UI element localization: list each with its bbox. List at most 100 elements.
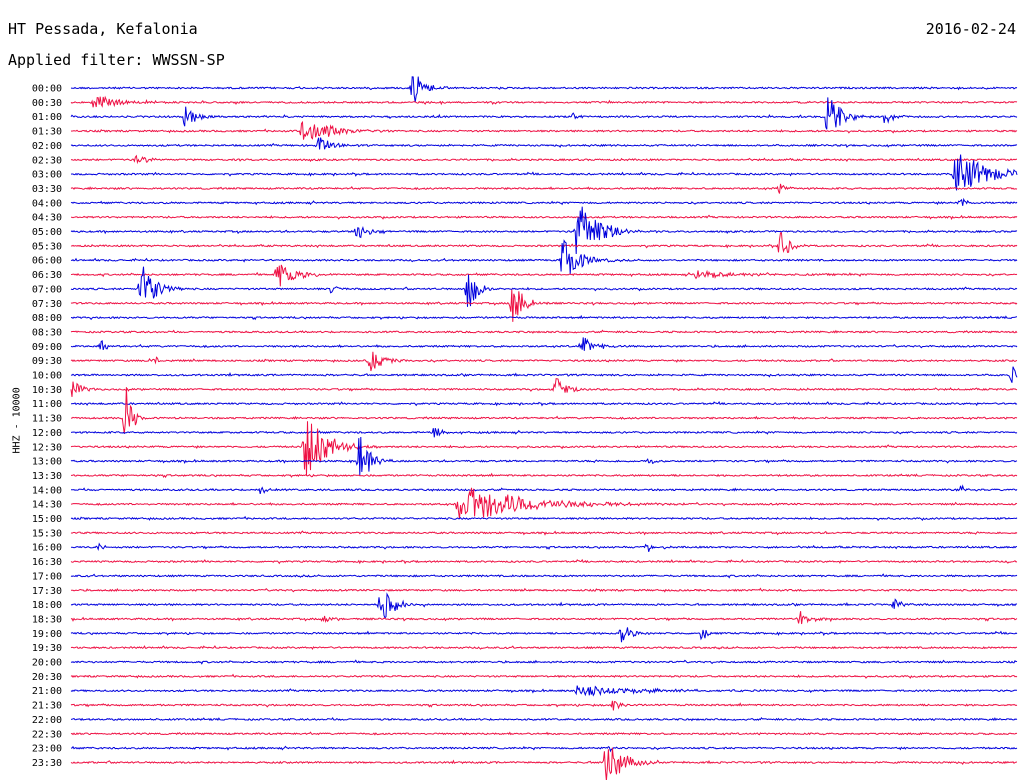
time-tick-label: 12:30 [32, 442, 62, 453]
time-tick-label: 13:30 [32, 471, 62, 482]
time-tick-label: 19:00 [32, 629, 62, 640]
trace-row [70, 137, 1018, 150]
time-tick-label: 08:00 [32, 313, 62, 324]
time-tick-label: 05:30 [32, 241, 62, 252]
trace-row [70, 232, 1018, 253]
time-tick-label: 10:00 [32, 371, 62, 382]
trace-row [70, 542, 1017, 552]
trace-row [70, 515, 1018, 522]
time-tick-label: 07:00 [32, 284, 62, 295]
time-tick-label: 04:30 [32, 213, 62, 224]
time-tick-label: 03:00 [32, 170, 62, 181]
time-tick-label: 06:30 [32, 270, 62, 281]
trace-row [70, 289, 1018, 322]
time-tick-label: 17:00 [32, 571, 62, 582]
time-tick-label: 01:00 [32, 112, 62, 123]
time-tick-label: 00:30 [32, 98, 62, 109]
trace-row [70, 329, 1018, 334]
trace-row [71, 214, 1018, 221]
time-tick-label: 14:30 [32, 500, 62, 511]
time-tick-label: 11:00 [32, 399, 62, 410]
time-tick-label: 21:30 [32, 701, 62, 712]
time-tick-label: 09:30 [32, 356, 62, 367]
trace-row [70, 436, 1018, 476]
time-tick-label: 12:00 [32, 428, 62, 439]
time-tick-label: 00:00 [32, 84, 62, 95]
time-tick-label: 16:00 [32, 543, 62, 554]
trace-row [70, 264, 1018, 287]
time-tick-label: 04:00 [32, 198, 62, 209]
time-tick-label: 10:30 [32, 385, 62, 396]
time-tick-label: 14:00 [32, 485, 62, 496]
trace-row [70, 611, 1018, 625]
trace-row [70, 716, 1018, 722]
trace-row [70, 97, 1018, 130]
time-tick-label: 15:30 [32, 528, 62, 539]
time-tick-label: 21:00 [32, 686, 62, 697]
trace-row [70, 120, 1018, 140]
time-tick-label: 02:00 [32, 141, 62, 152]
trace-row [70, 428, 1018, 438]
trace-row [71, 387, 1018, 434]
time-tick-label: 05:00 [32, 227, 62, 238]
trace-row [70, 627, 1018, 643]
trace-row [70, 266, 1018, 307]
trace-row [70, 76, 1018, 103]
trace-row [70, 558, 1018, 565]
station-title: HT Pessada, Kefalonia [8, 20, 198, 38]
trace-row [70, 700, 1018, 711]
trace-row [70, 421, 1018, 476]
date-label: 2016-02-24 [925, 20, 1016, 38]
time-tick-label: 17:30 [32, 586, 62, 597]
time-tick-label: 20:00 [32, 658, 62, 669]
trace-row [70, 378, 1018, 397]
time-tick-label: 06:00 [32, 256, 62, 267]
time-tick-label: 16:30 [32, 557, 62, 568]
time-tick-label: 23:30 [32, 758, 62, 769]
time-tick-label: 22:30 [32, 729, 62, 740]
trace-row [70, 530, 1018, 536]
trace-row [70, 351, 1018, 372]
trace-row [70, 197, 1018, 206]
time-tick-label: 22:00 [32, 715, 62, 726]
time-tick-label: 23:00 [32, 744, 62, 755]
trace-row [70, 206, 1018, 255]
time-tick-label: 03:30 [32, 184, 62, 195]
trace-row [71, 484, 1018, 495]
filter-label: Applied filter: WWSSN-SP [8, 51, 225, 69]
trace-row [70, 314, 1018, 321]
trace-row [70, 745, 1018, 753]
trace-row [70, 592, 1018, 619]
time-tick-label: 02:30 [32, 155, 62, 166]
trace-row [70, 747, 1018, 780]
trace-row [71, 472, 1018, 479]
time-tick-label: 13:00 [32, 457, 62, 468]
trace-row [70, 587, 1018, 593]
trace-row [70, 645, 1018, 651]
trace-row [70, 573, 1018, 579]
time-tick-label: 18:30 [32, 614, 62, 625]
trace-row [70, 659, 1018, 665]
trace-row [70, 366, 1018, 383]
trace-row [70, 731, 1018, 736]
trace-row [70, 400, 1018, 407]
time-tick-label: 07:30 [32, 299, 62, 310]
trace-row [70, 487, 1018, 519]
trace-row [70, 154, 1017, 165]
time-tick-label: 15:00 [32, 514, 62, 525]
trace-row [70, 95, 1018, 108]
trace-row [70, 337, 1018, 351]
trace-row [70, 183, 1018, 194]
trace-row [70, 239, 1018, 275]
time-tick-label: 08:30 [32, 327, 62, 338]
trace-row [70, 154, 1018, 191]
time-tick-label: 18:00 [32, 600, 62, 611]
time-tick-label: 19:30 [32, 643, 62, 654]
time-tick-label: 20:30 [32, 672, 62, 683]
time-tick-label: 09:00 [32, 342, 62, 353]
time-tick-label: 01:30 [32, 127, 62, 138]
time-tick-label: 11:30 [32, 414, 62, 425]
trace-row [70, 685, 1017, 697]
trace-row [70, 673, 1018, 679]
